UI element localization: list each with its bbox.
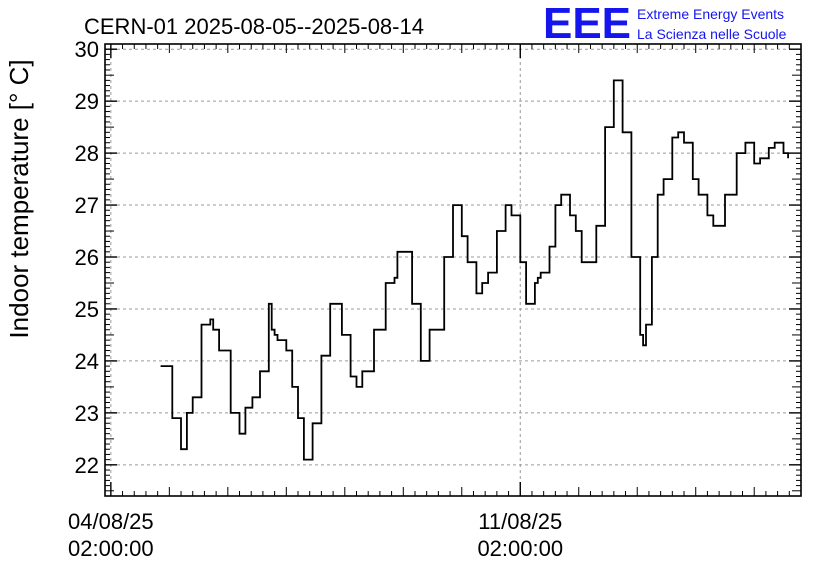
x-tick-label-date: 04/08/25 [68, 509, 154, 534]
chart-title: CERN-01 2025-08-05--2025-08-14 [84, 14, 424, 39]
y-tick-label: 24 [75, 349, 99, 374]
y-tick-label: 30 [75, 37, 99, 62]
y-axis-label: Indoor temperature [° C] [4, 59, 34, 338]
y-tick-label: 28 [75, 141, 99, 166]
eee-logo: EEE Extreme Energy Events La Scienza nel… [543, 0, 787, 48]
plot-frame [104, 43, 802, 497]
eee-logo-mark: EEE [543, 0, 631, 48]
y-tick-label: 29 [75, 89, 99, 114]
x-tick-label-date: 11/08/25 [478, 509, 562, 534]
series-group [160, 79, 789, 461]
axis-ticks [105, 43, 802, 497]
y-tick-label: 26 [75, 245, 99, 270]
x-tick-label-time: 02:00:00 [477, 536, 563, 561]
y-tick-label: 27 [75, 193, 99, 218]
temperature-series-line [160, 79, 789, 461]
eee-logo-line1: Extreme Energy Events [637, 6, 784, 22]
y-tick-label: 22 [75, 453, 99, 478]
y-tick-label: 23 [75, 401, 99, 426]
y-tick-label: 25 [75, 297, 99, 322]
x-tick-label-time: 02:00:00 [68, 536, 154, 561]
eee-logo-line2: La Scienza nelle Scuole [637, 26, 787, 42]
y-tick-labels: 22 23 24 25 26 27 28 29 30 [75, 37, 99, 478]
